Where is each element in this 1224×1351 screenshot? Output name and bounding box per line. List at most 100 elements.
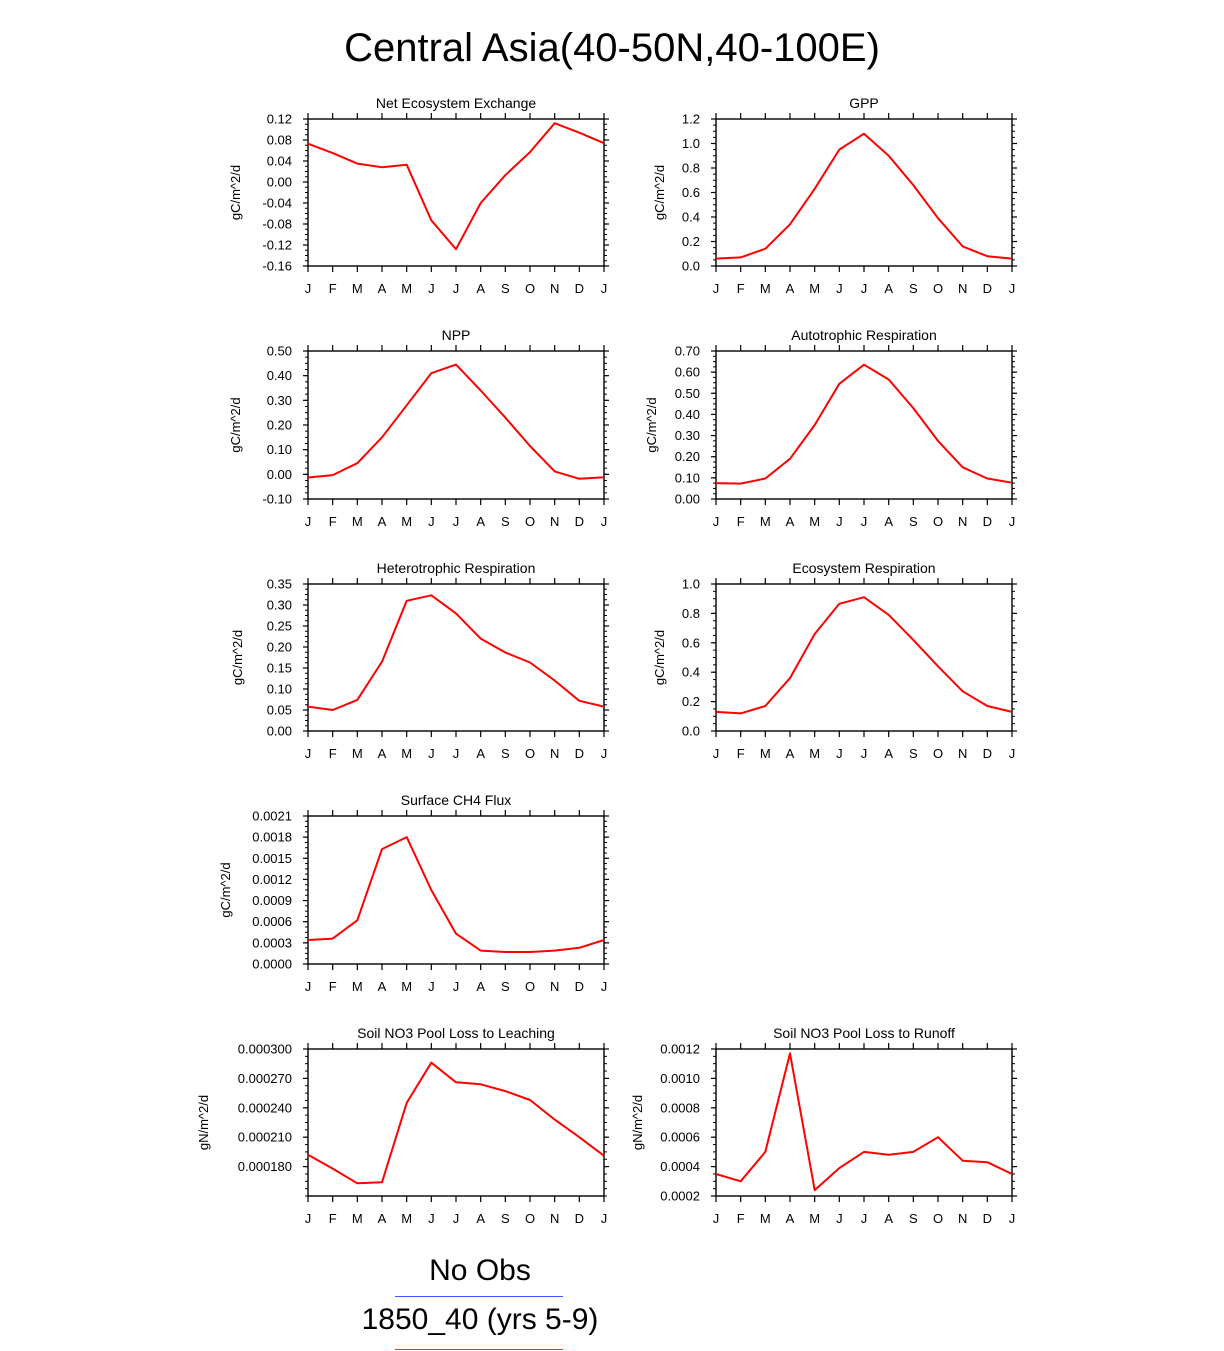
panel-title: NPP <box>442 327 471 343</box>
x-tick-label: A <box>378 281 387 296</box>
x-tick-label: D <box>575 746 584 761</box>
panel-title: Surface CH4 Flux <box>401 792 511 808</box>
x-tick-label: M <box>401 746 412 761</box>
x-tick-label: M <box>352 979 363 994</box>
x-tick-label: J <box>601 746 608 761</box>
y-tick-label: 0.08 <box>267 133 292 148</box>
x-tick-label: N <box>550 746 559 761</box>
x-tick-label: J <box>713 1211 720 1226</box>
y-axis-label: gN/m^2/d <box>630 1095 645 1150</box>
y-tick-label: 0.04 <box>267 154 292 169</box>
panel-title: GPP <box>849 95 879 111</box>
y-tick-label: 0.0012 <box>660 1042 700 1057</box>
x-tick-label: J <box>601 281 608 296</box>
y-tick-label: 1.0 <box>682 577 700 592</box>
series-line-net-ecosystem-exchange <box>307 122 605 251</box>
x-tick-label: N <box>550 281 559 296</box>
x-tick-label: J <box>428 979 435 994</box>
x-tick-label: O <box>933 514 943 529</box>
x-tick-label: O <box>525 514 535 529</box>
y-tick-label: 0.0003 <box>252 935 292 950</box>
y-tick-label: 0.0012 <box>252 872 292 887</box>
x-tick-label: S <box>909 1211 918 1226</box>
page-title: Central Asia(40-50N,40-100E) <box>344 26 880 70</box>
x-tick-label: J <box>453 1211 460 1226</box>
x-tick-label: M <box>809 746 820 761</box>
y-tick-label: 1.2 <box>682 112 700 127</box>
y-tick-label: 0.8 <box>682 606 700 621</box>
y-tick-label: 0.60 <box>675 365 700 380</box>
y-tick-label: 0.10 <box>267 682 292 697</box>
x-tick-label: S <box>909 281 918 296</box>
x-tick-label: J <box>861 281 868 296</box>
panel-title: Soil NO3 Pool Loss to Runoff <box>773 1025 955 1041</box>
x-tick-label: O <box>525 979 535 994</box>
x-tick-label: A <box>786 514 795 529</box>
x-tick-label: O <box>933 281 943 296</box>
y-tick-label: 0.10 <box>267 442 292 457</box>
x-tick-label: J <box>305 1211 312 1226</box>
y-tick-label: 0.0 <box>682 259 700 274</box>
chart-ecosystem-respiration: Ecosystem Respiration gC/m^2/d 0.0 0.2 0.4 0.… <box>652 560 1017 761</box>
plot-frame <box>715 1048 1013 1197</box>
panel-title: Autotrophic Respiration <box>791 327 937 343</box>
series-line-autotrophic-respiration <box>715 363 1013 485</box>
y-tick-label: 0.000240 <box>238 1100 292 1115</box>
y-tick-label: -0.04 <box>262 196 292 211</box>
series-line-gpp <box>715 132 1013 260</box>
series-line-soil-no3-pool-loss-to-leaching <box>307 1061 605 1185</box>
x-tick-label: J <box>428 1211 435 1226</box>
x-tick-label: J <box>836 514 843 529</box>
x-tick-label: M <box>809 514 820 529</box>
x-tick-label: F <box>329 979 337 994</box>
x-tick-label: J <box>428 281 435 296</box>
series-line-surface-ch4-flux <box>307 836 605 953</box>
y-tick-label: 0.05 <box>267 703 292 718</box>
legend-label-1850-40: 1850_40 (yrs 5-9) <box>361 1303 599 1336</box>
plot-frame <box>715 350 1013 500</box>
chart-soil-no3-pool-loss-to-leaching: Soil NO3 Pool Loss to Leaching gN/m^2/d 0.… <box>196 1025 609 1226</box>
series-line-heterotrophic-respiration <box>307 594 605 711</box>
x-tick-label: J <box>1009 281 1016 296</box>
y-tick-label: 0.000270 <box>238 1071 292 1086</box>
x-tick-label: D <box>983 514 992 529</box>
x-tick-label: N <box>550 514 559 529</box>
x-tick-label: J <box>453 746 460 761</box>
y-axis-label: gC/m^2/d <box>652 630 667 685</box>
y-tick-label: 0.0000 <box>252 957 292 972</box>
x-tick-label: J <box>836 746 843 761</box>
x-tick-label: F <box>737 1211 745 1226</box>
x-tick-label: J <box>836 281 843 296</box>
x-tick-label: O <box>525 1211 535 1226</box>
chart-net-ecosystem-exchange: Net Ecosystem Exchange gC/m^2/d -0.16 -0.12… <box>228 95 609 296</box>
y-tick-label: 0.4 <box>682 210 700 225</box>
x-tick-label: J <box>428 746 435 761</box>
x-tick-label: J <box>861 514 868 529</box>
x-tick-label: F <box>737 514 745 529</box>
y-axis-label: gC/m^2/d <box>230 630 245 685</box>
x-tick-label: M <box>809 1211 820 1226</box>
y-tick-label: 0.0015 <box>252 851 292 866</box>
y-tick-label: 0.0021 <box>252 809 292 824</box>
chart-heterotrophic-respiration: Heterotrophic Respiration gC/m^2/d 0.00 0.0… <box>230 560 609 761</box>
x-tick-label: N <box>958 746 967 761</box>
x-tick-label: A <box>786 281 795 296</box>
x-tick-label: M <box>401 514 412 529</box>
y-tick-label: 0.20 <box>675 449 700 464</box>
chart-autotrophic-respiration: Autotrophic Respiration gC/m^2/d 0.00 0.10 0… <box>644 327 1017 529</box>
x-tick-label: F <box>329 281 337 296</box>
x-tick-label: S <box>501 979 510 994</box>
x-tick-label: J <box>601 514 608 529</box>
plot-frame <box>307 350 605 500</box>
x-tick-label: S <box>501 281 510 296</box>
x-tick-label: A <box>884 514 893 529</box>
series-line-soil-no3-pool-loss-to-runoff <box>715 1052 1013 1192</box>
x-tick-label: S <box>501 514 510 529</box>
x-tick-label: F <box>737 746 745 761</box>
y-tick-label: -0.16 <box>262 259 292 274</box>
y-tick-label: 0.0018 <box>252 830 292 845</box>
x-tick-label: A <box>476 281 485 296</box>
x-tick-label: M <box>352 1211 363 1226</box>
y-tick-label: 0.2 <box>682 234 700 249</box>
